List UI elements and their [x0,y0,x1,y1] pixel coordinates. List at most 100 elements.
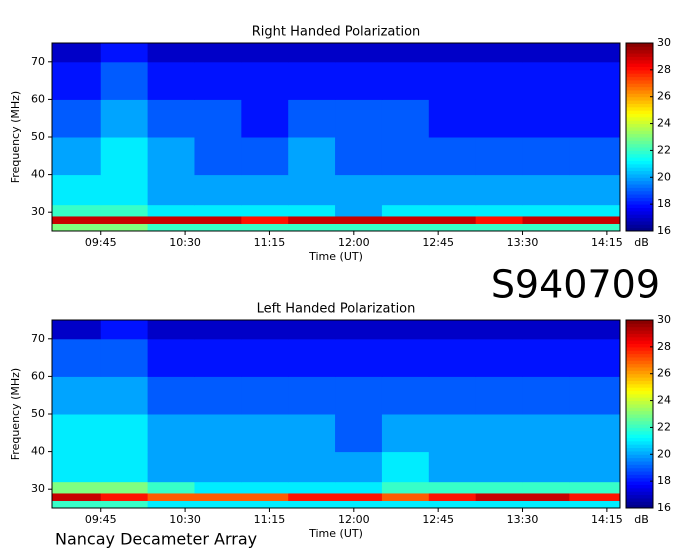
colorbar-step [626,350,653,355]
heatmap-cell [569,492,621,501]
heatmap-cell [241,204,289,217]
heatmap-cell [241,414,289,453]
colorbar-step [626,471,653,475]
colorbar-step [626,487,653,492]
colorbar-tick-label: 18 [657,474,671,487]
colorbar-step [626,484,653,489]
heatmap-cell [147,500,195,509]
heatmap-cell [428,500,477,509]
colorbar-step [626,130,653,135]
heatmap-cell [100,137,149,176]
heatmap-cell [100,43,149,63]
heatmap-cell [194,137,242,176]
colorbar-step [626,356,653,361]
heatmap-cell [335,204,383,217]
heatmap-cell [335,376,383,415]
colorbar-tick-label: 30 [657,36,671,49]
colorbar-tick-label: 22 [657,143,671,156]
colorbar-step [626,393,653,398]
colorbar-step [626,150,653,155]
heatmap-cell [428,492,477,501]
colorbar-step [626,133,653,138]
heatmap-cell [428,451,477,483]
colorbar-step [626,180,653,185]
heatmap-cell [100,61,149,100]
heatmap-cell [522,492,570,501]
colorbar-step [626,410,653,415]
heatmap-cell [428,204,477,217]
heatmap-cell [52,320,102,340]
heatmap-cell [147,376,195,415]
colorbar-step [626,76,653,81]
heatmap-cell [194,451,242,483]
x-tick-label: 11:15 [254,236,286,249]
colorbar-step [626,497,653,502]
heatmap-cell [381,481,430,494]
colorbar-label: dB [634,236,649,249]
heatmap-cell [522,500,570,509]
heatmap-cell [241,320,289,340]
heatmap-cell [381,320,430,340]
heatmap-cell [241,338,289,377]
heatmap-cell [288,320,336,340]
heatmap-cell [147,481,195,494]
colorbar-step [626,160,653,165]
heatmap-cell [194,215,242,224]
colorbar-step [626,90,653,94]
heatmap-cell [335,43,383,63]
colorbar-step [626,79,653,84]
colorbar-tick-label: 16 [657,224,671,237]
heatmap-cell [475,215,524,224]
heatmap-cell [52,492,102,501]
x-tick-label: 12:00 [338,236,370,249]
colorbar-step [626,377,653,381]
heatmap-cell [522,451,570,483]
heatmap-cell [147,174,195,206]
heatmap-cell [241,99,289,138]
heatmap-cell [147,223,195,232]
heatmap-cell [475,137,524,176]
heatmap-cell [428,223,477,232]
heatmap-cell [100,99,149,138]
heatmap-cell [100,320,149,340]
heatmap-cell [569,99,621,138]
colorbar-step [626,69,653,74]
colorbar-step [626,126,653,131]
colorbar-tick-label: 24 [657,117,671,130]
heatmap-cell [381,61,430,100]
heatmap-cell [147,320,195,340]
colorbar-step [626,323,653,328]
colorbar-step [626,187,653,192]
heatmap-cell [522,215,570,224]
heatmap-cell [241,61,289,100]
colorbar-step [626,387,653,391]
heatmap-cell [335,481,383,494]
colorbar-tick-label: 18 [657,197,671,210]
heatmap-cell [147,451,195,483]
heatmap-cell [194,223,242,232]
heatmap-cell [147,43,195,63]
heatmap-cell [194,492,242,501]
heatmap-cell [241,223,289,232]
heatmap-cell [100,223,149,232]
heatmap-cell [52,223,102,232]
heatmap-cell [428,43,477,63]
heatmap-cell [52,414,102,453]
y-tick-label: 40 [31,168,45,181]
heatmap-cell [288,481,336,494]
colorbar-step [626,434,653,438]
colorbar-step [626,116,653,121]
colorbar-step [626,333,653,338]
colorbar-step [626,73,653,78]
heatmap-cell [522,174,570,206]
colorbar-step [626,501,653,506]
y-tick-label: 70 [31,332,45,345]
x-tick-label: 10:30 [169,513,201,526]
colorbar-step [626,140,653,145]
x-tick-label: 13:30 [507,236,539,249]
colorbar-step [626,380,653,385]
heatmap-cell [428,414,477,453]
heatmap-cell [288,338,336,377]
heatmap-cell [288,376,336,415]
heatmap-cell [52,376,102,415]
